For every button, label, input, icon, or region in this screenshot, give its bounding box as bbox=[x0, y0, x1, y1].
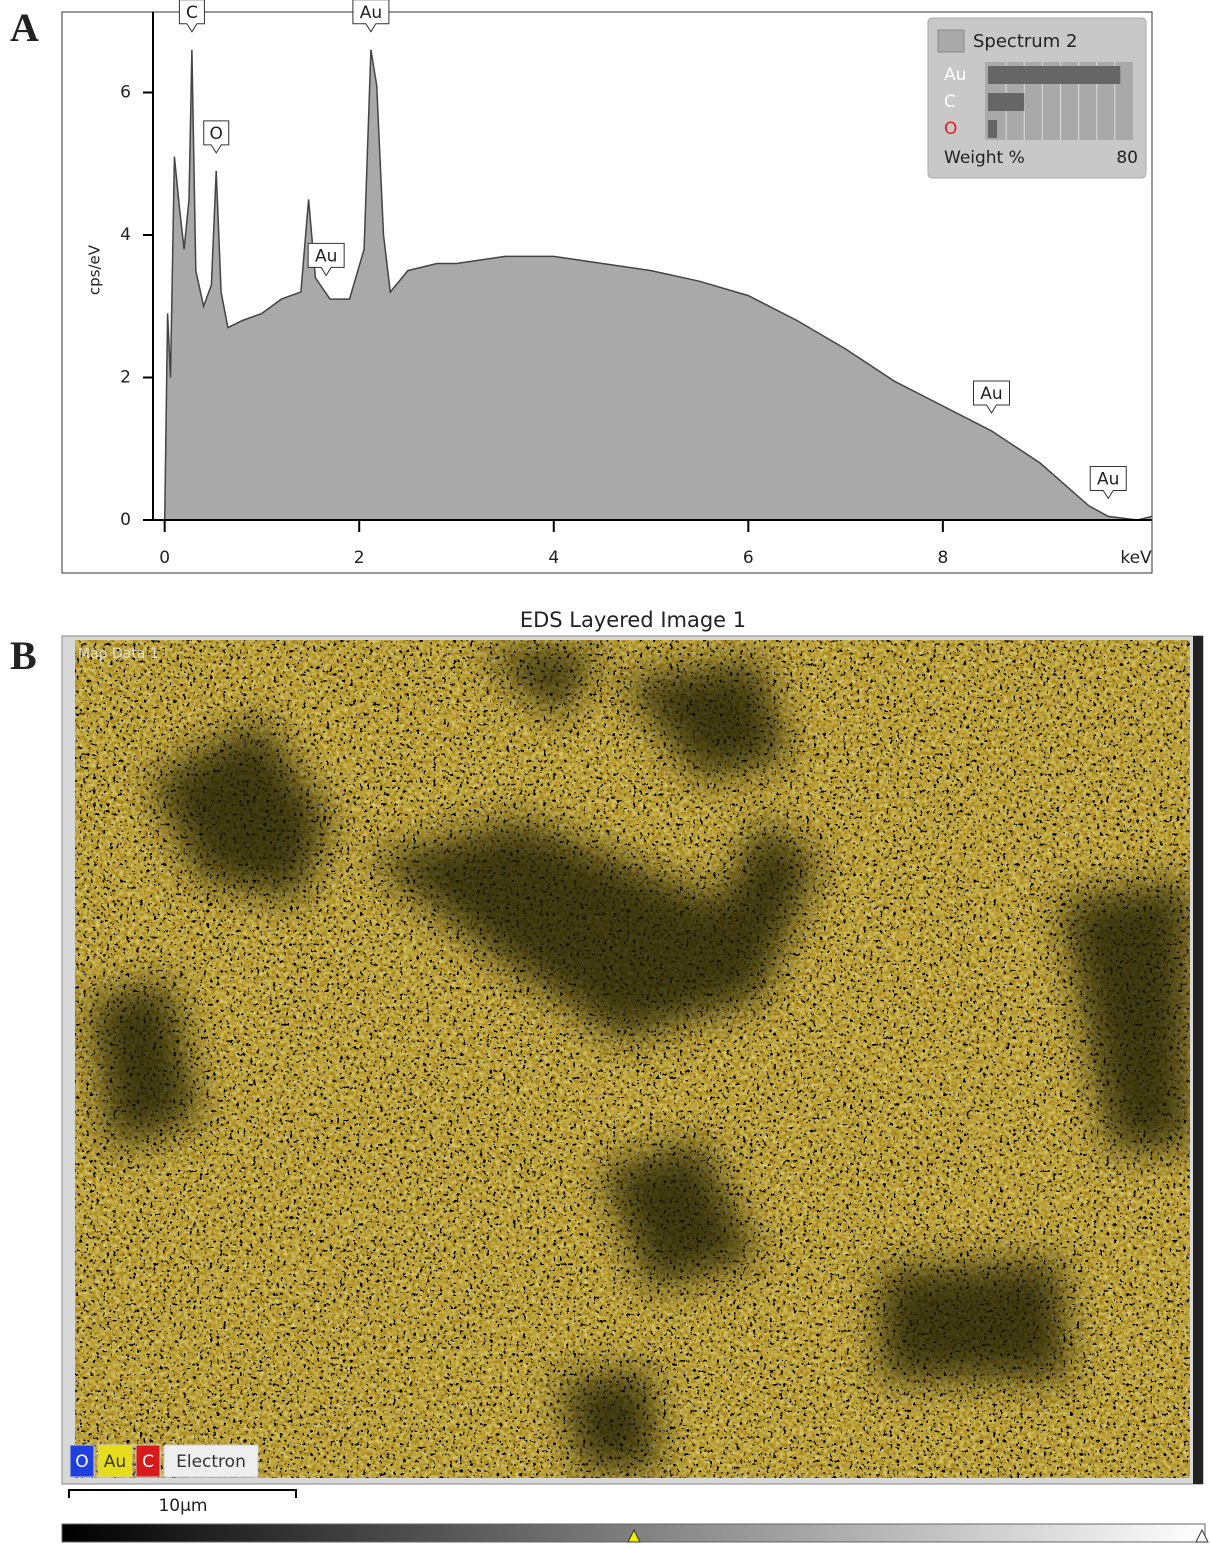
peak-label: O bbox=[210, 124, 223, 144]
map-legend-label: Electron bbox=[176, 1452, 246, 1472]
inset-element: O bbox=[944, 119, 957, 139]
y-tick-label: 6 bbox=[120, 83, 131, 103]
map-legend-chip bbox=[69, 1444, 95, 1478]
inset-bar bbox=[988, 120, 998, 138]
map-legend-chip bbox=[135, 1444, 161, 1478]
y-tick-label: 0 bbox=[120, 510, 131, 530]
x-tick-label: 8 bbox=[937, 548, 948, 568]
map-legend-chip bbox=[97, 1444, 133, 1478]
peak-label-box bbox=[352, 0, 390, 33]
inset-axis-label: Weight % bbox=[944, 148, 1025, 168]
map-border bbox=[1193, 636, 1203, 1484]
y-axis-label: cps/eV bbox=[86, 244, 104, 295]
map-title: EDS Layered Image 1 bbox=[520, 608, 746, 632]
chart-frame bbox=[61, 11, 1153, 574]
slider-marker bbox=[627, 1528, 641, 1543]
panel-label: B bbox=[10, 633, 37, 678]
y-tick-label: 2 bbox=[120, 368, 131, 388]
peak-label: Au bbox=[980, 384, 1002, 404]
peak-label: C bbox=[186, 3, 198, 23]
slider-marker bbox=[1195, 1528, 1209, 1543]
legend-label: Spectrum 2 bbox=[973, 31, 1077, 52]
y-tick-label: 4 bbox=[120, 225, 131, 245]
map-image bbox=[75, 640, 1190, 1478]
map-layer-label: Map Data 1 bbox=[78, 646, 159, 662]
x-tick-label: 2 bbox=[354, 548, 365, 568]
legend-swatch bbox=[937, 29, 965, 53]
panel-label: A bbox=[10, 5, 39, 50]
peak-label: Au bbox=[1097, 469, 1119, 489]
peak-label-box bbox=[1089, 465, 1127, 500]
map-legend-label: C bbox=[142, 1452, 154, 1472]
inset-axis-max: 80 bbox=[1116, 148, 1138, 168]
x-tick-label: 4 bbox=[548, 548, 559, 568]
peak-label-box bbox=[972, 380, 1010, 414]
x-axis-label: keV bbox=[1120, 548, 1152, 568]
x-tick-label: 0 bbox=[159, 548, 170, 568]
inset-element: Au bbox=[944, 65, 966, 85]
map-legend-label: Au bbox=[104, 1452, 126, 1472]
scale-label: 10µm bbox=[158, 1496, 207, 1516]
inset-element: C bbox=[944, 92, 956, 112]
map-legend-chip bbox=[163, 1444, 259, 1478]
map-shadows bbox=[90, 650, 1190, 1470]
spectrum-area bbox=[164, 49, 1152, 521]
map-legend: O Au C Electron bbox=[69, 1444, 259, 1478]
peak-label-box bbox=[203, 120, 230, 154]
scale-bar bbox=[68, 1489, 297, 1498]
peak-label: Au bbox=[315, 246, 337, 266]
map-legend-label: O bbox=[75, 1452, 88, 1472]
spectrum-line bbox=[163, 49, 1153, 521]
x-tick-label: 6 bbox=[743, 548, 754, 568]
peak-label: Au bbox=[360, 3, 382, 23]
inset-bar bbox=[988, 93, 1025, 111]
inset-bar bbox=[988, 66, 1121, 84]
peak-label-box bbox=[178, 0, 205, 33]
peak-label-box bbox=[307, 242, 345, 277]
